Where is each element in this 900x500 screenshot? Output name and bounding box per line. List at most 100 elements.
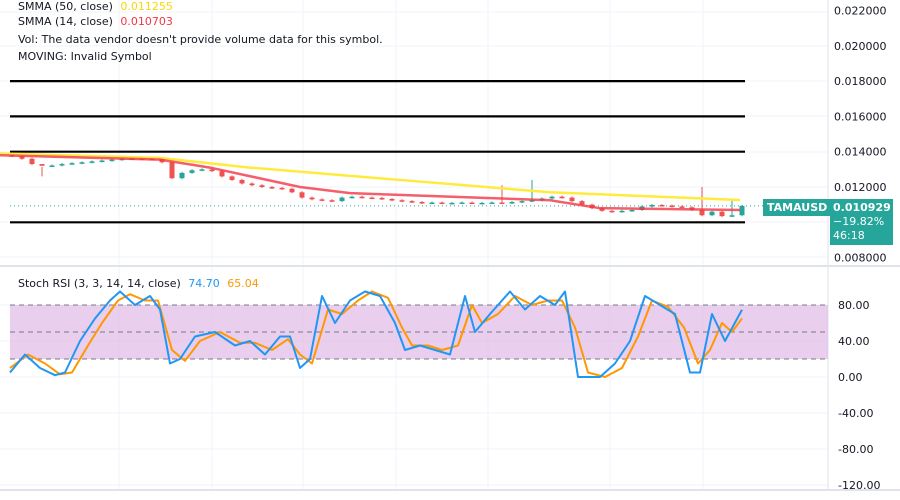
candle-body (669, 205, 675, 208)
stoch-label: Stoch RSI (3, 3, 14, 14, close) (18, 277, 181, 290)
candle-body (629, 209, 635, 212)
candle-body (649, 205, 655, 207)
candle-body (259, 185, 265, 187)
legend-smma14: SMMA (14, close) 0.010703 (18, 15, 173, 28)
candle-body (499, 202, 505, 205)
smma50-line (0, 152, 741, 202)
symbol-tag: TAMAUSD (763, 199, 832, 216)
candle-body (389, 199, 395, 201)
candle-body (399, 200, 405, 202)
candle-body (479, 202, 485, 205)
candle-body (409, 201, 415, 203)
candle-body (99, 160, 105, 163)
candle-body (719, 211, 725, 217)
price-axis-label: 0.008000 (834, 252, 887, 265)
candle-body (69, 163, 75, 165)
smma50-value: 0.011255 (120, 0, 173, 13)
candle-body (449, 202, 455, 205)
candle-body (249, 183, 255, 186)
stoch-axis-label: -40.00 (838, 407, 873, 420)
candle-body (729, 215, 735, 217)
price-tag: 0.010929 −19.82% 46:18 (830, 199, 893, 245)
bar-countdown: 46:18 (833, 229, 865, 242)
candle-body (559, 196, 565, 199)
legend-moving: MOVING: Invalid Symbol (18, 50, 152, 63)
candle-body (369, 197, 375, 200)
candle-body (309, 197, 315, 200)
candle-body (549, 196, 555, 199)
candle-body (29, 158, 35, 165)
price-axis-label: 0.016000 (834, 110, 887, 123)
candle-body (609, 210, 615, 213)
stoch-d-value: 65.04 (227, 277, 259, 290)
candle-body (709, 211, 715, 216)
candle-body (289, 188, 295, 193)
stoch-axis-label: -120.00 (838, 479, 880, 492)
candle-body (509, 202, 515, 204)
stoch-k-value: 74.70 (188, 277, 220, 290)
candle-body (329, 200, 335, 202)
candle-body (179, 172, 185, 179)
candle-body (569, 197, 575, 202)
candle-body (319, 199, 325, 201)
stoch-d-line (9, 290, 743, 378)
candle-body (199, 169, 205, 171)
candle-body (169, 162, 175, 179)
candle-body (679, 206, 685, 208)
price-change: −19.82% (833, 215, 885, 228)
stoch-axis-label: -80.00 (838, 443, 873, 456)
smma50-label: SMMA (50, close) (18, 0, 113, 13)
candle-body (699, 209, 705, 216)
candle-body (379, 197, 385, 200)
candle-body (189, 170, 195, 173)
legend-smma50: SMMA (50, close) 0.011255 (18, 0, 173, 13)
candle-body (89, 161, 95, 163)
candle-body (459, 202, 465, 205)
candle-body (39, 164, 45, 166)
price-axis-label: 0.012000 (834, 181, 887, 194)
candle-body (269, 187, 275, 189)
candle-body (599, 208, 605, 211)
legend-stoch: Stoch RSI (3, 3, 14, 14, close) 74.70 65… (18, 277, 259, 290)
last-price: 0.010929 (833, 201, 891, 214)
candle-body (419, 202, 425, 204)
candle-body (439, 202, 445, 205)
candle-body (359, 196, 365, 199)
price-axis-label: 0.020000 (834, 40, 887, 53)
candle-body (209, 169, 215, 172)
candle-body (49, 165, 55, 167)
legend-volume: Vol: The data vendor doesn't provide vol… (18, 33, 383, 46)
price-axis-label: 0.018000 (834, 75, 887, 88)
candle-body (229, 176, 235, 180)
candle-body (429, 202, 435, 205)
candle-body (349, 196, 355, 199)
price-axis-label: 0.022000 (834, 5, 887, 18)
price-axis-label: 0.014000 (834, 146, 887, 159)
stoch-axis-label: 0.00 (838, 371, 863, 384)
candle-body (469, 202, 475, 205)
candle-body (739, 205, 745, 216)
candle-body (239, 179, 245, 184)
candle-body (519, 201, 525, 203)
candle-body (279, 187, 285, 190)
candle-body (19, 156, 25, 159)
candle-body (109, 159, 115, 162)
candle-body (489, 202, 495, 205)
smma14-value: 0.010703 (120, 15, 173, 28)
smma14-label: SMMA (14, close) (18, 15, 113, 28)
candle-body (529, 200, 535, 202)
smma14-line (0, 153, 741, 212)
candle-body (619, 210, 625, 213)
candle-body (79, 162, 85, 164)
stoch-axis-label: 80.00 (838, 299, 870, 312)
candle-body (219, 171, 225, 177)
stoch-axis-label: 40.00 (838, 335, 870, 348)
candle-body (579, 201, 585, 205)
candle-body (59, 164, 65, 166)
candle-body (299, 192, 305, 198)
candle-body (339, 197, 345, 202)
candle-body (659, 205, 665, 207)
stoch-k-line (9, 290, 743, 378)
